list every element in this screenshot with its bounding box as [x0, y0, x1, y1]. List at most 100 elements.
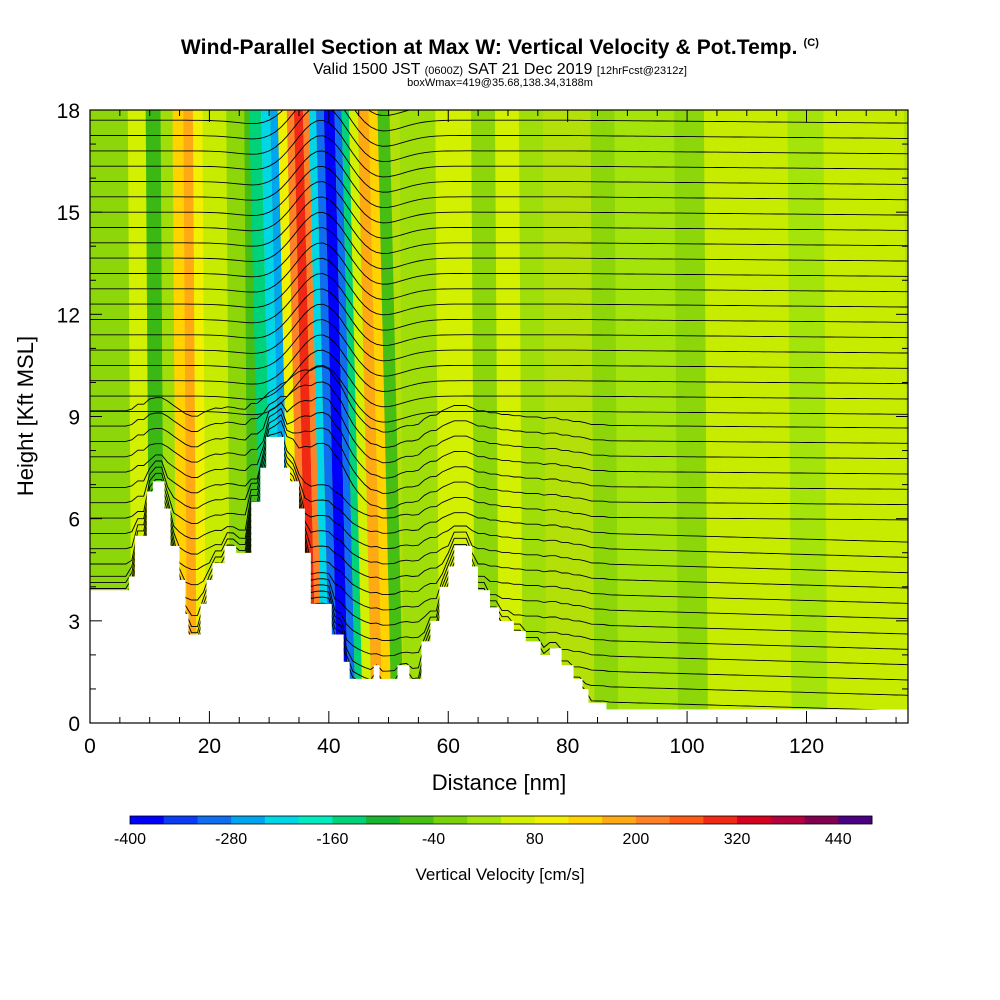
y-tick-label: 18 [57, 100, 80, 123]
isentrope-line [90, 196, 908, 254]
velocity-band [308, 110, 331, 710]
colorbar-swatch [534, 816, 569, 824]
isentrope-line [90, 181, 908, 239]
isentrope-line [90, 227, 908, 285]
isentrope-line [90, 419, 908, 510]
velocity-band [368, 110, 392, 710]
plot-area [90, 110, 908, 710]
colorbar-swatch [602, 816, 637, 824]
velocity-band [823, 110, 908, 710]
y-tick-label: 12 [57, 304, 80, 327]
x-tick-label: 100 [670, 735, 705, 758]
velocity-band [674, 110, 708, 710]
isentrope-line [90, 303, 908, 362]
isentrope-line [90, 150, 908, 209]
colorbar-swatch [467, 816, 502, 824]
isentrope-line [90, 110, 908, 147]
colorbar-frame [129, 815, 873, 825]
colorbar-swatch [264, 816, 300, 824]
y-tick-label: 15 [57, 202, 80, 225]
isentrope-line [90, 366, 908, 433]
x-axis-title: Distance [nm] [432, 770, 567, 795]
velocity-band [614, 110, 679, 710]
colorbar-swatch [568, 816, 603, 824]
colorbar-tick-label: -160 [316, 831, 348, 848]
colorbar-swatch [366, 816, 401, 824]
copyright-mark: (C) [803, 37, 820, 49]
valid-time-line: Valid 1500 JST (0600Z) SAT 21 Dec 2019 [… [0, 61, 1000, 79]
y-tick-label: 9 [68, 407, 80, 430]
colorbar-tick-label: 320 [724, 831, 751, 848]
velocity-band [302, 110, 323, 710]
x-tick-label: 0 [84, 735, 96, 758]
colorbar-swatch [770, 816, 805, 824]
velocity-band [435, 110, 476, 710]
colorbar-swatch [737, 816, 772, 824]
colorbar-swatch [433, 816, 468, 824]
isentrope-line [90, 437, 908, 543]
y-tick-label: 0 [68, 713, 80, 736]
colorbar-tick-label: 200 [623, 831, 650, 848]
velocity-band [341, 110, 363, 710]
isentrope-line [90, 273, 908, 331]
velocity-band [590, 110, 619, 710]
colorbar: -400 -280 -160 -40 80 200 320 440 [114, 815, 873, 848]
colorbar-swatch [298, 816, 333, 824]
x-tick-label: 80 [556, 735, 579, 758]
isentrope-line [90, 288, 908, 346]
colorbar-tick-label: -400 [114, 831, 146, 848]
axes: 0 20 40 60 80 100 120 0 3 6 9 12 15 18 [57, 100, 909, 758]
velocity-band [357, 110, 383, 710]
colorbar-title: Vertical Velocity [cm/s] [415, 865, 584, 884]
velocity-band [471, 110, 499, 710]
isentrope-line [90, 211, 908, 270]
isentrope-line [90, 334, 908, 392]
isentrope-line [90, 431, 908, 521]
y-axis-title: Height [Kft MSL] [13, 336, 38, 496]
colorbar-tick-label: -40 [422, 831, 445, 848]
velocity-band [542, 110, 595, 710]
colorbar-swatch [838, 816, 873, 824]
forecast-info: [12hrFcst@2312z] [596, 65, 687, 77]
colorbar-swatch [332, 816, 367, 824]
isentrope-line [90, 443, 908, 558]
isentrope-line [90, 110, 908, 163]
colorbar-tick-label: 80 [526, 831, 544, 848]
colorbar-tick-label: 440 [825, 831, 852, 848]
valid-date: SAT 21 Dec 2019 [467, 61, 593, 78]
isentrope-line [90, 381, 908, 448]
velocity-band [334, 110, 356, 710]
isentrope-line [90, 449, 908, 574]
colorbar-tick-label: -280 [215, 831, 247, 848]
chart-title-text: Wind-Parallel Section at Max W: Vertical… [180, 36, 798, 59]
velocity-band [323, 110, 349, 710]
isentrope-line [90, 242, 908, 300]
colorbar-swatch [669, 816, 704, 824]
x-tick-label: 20 [198, 735, 221, 758]
valid-time-utc: (0600Z) [424, 65, 464, 77]
box-wmax-info: boxWmax=419@35.68,138.34,3188m [407, 77, 593, 89]
y-tick-label: 3 [68, 611, 80, 634]
isentrope-line [90, 319, 908, 377]
velocity-band [495, 110, 523, 710]
colorbar-swatch [399, 816, 434, 824]
isentrope-line [90, 119, 908, 178]
isentrope-line [90, 396, 908, 464]
isentrope-line [90, 257, 908, 316]
isentrope-line [90, 110, 908, 132]
isentrope-line [90, 165, 908, 224]
y-tick-label: 6 [68, 509, 80, 532]
x-tick-label: 40 [317, 735, 340, 758]
colorbar-swatch [804, 816, 839, 824]
velocity-band [202, 110, 231, 710]
velocity-band [377, 110, 404, 710]
x-tick-label: 120 [789, 735, 824, 758]
velocity-field [90, 110, 908, 710]
colorbar-swatch [635, 816, 671, 824]
velocity-band [316, 110, 338, 710]
isentrope-line [90, 455, 908, 589]
isentrope-line [90, 110, 908, 117]
isentrope-line [90, 413, 908, 494]
colorbar-swatch [163, 816, 198, 824]
